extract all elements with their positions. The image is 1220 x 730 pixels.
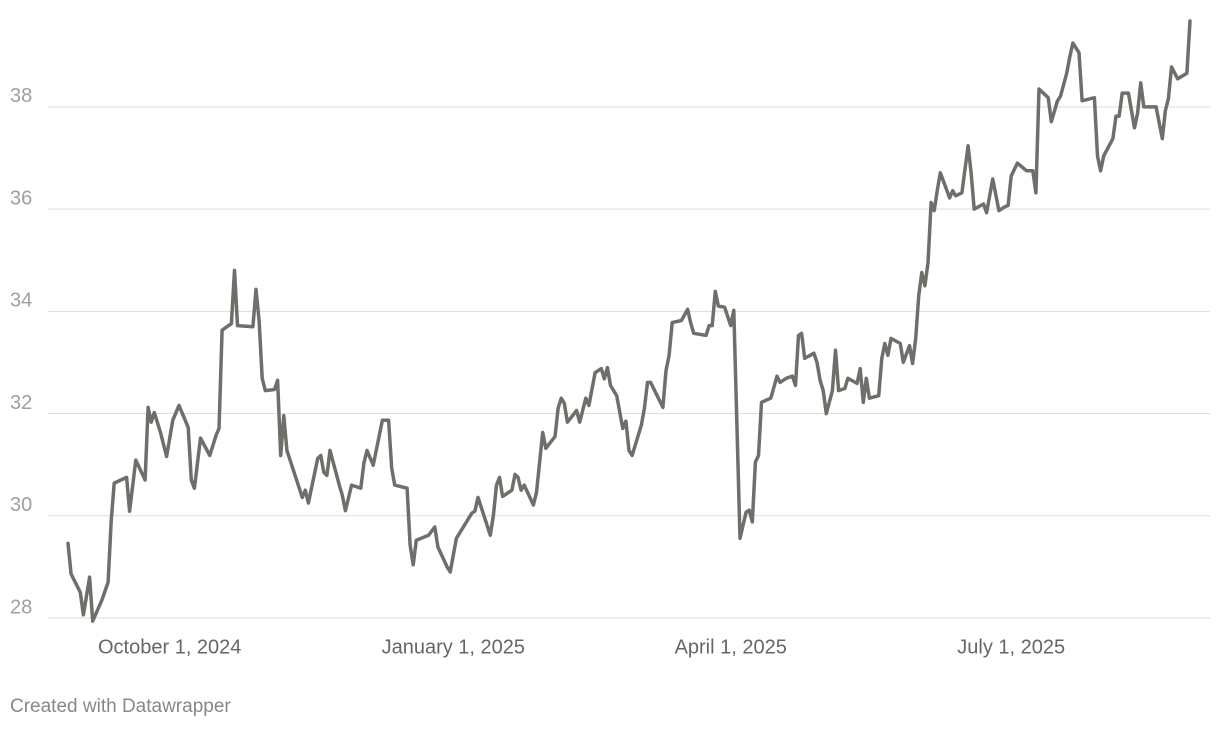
y-tick-label: 30 [10, 494, 32, 516]
y-tick-label: 36 [10, 187, 32, 209]
price-line [66, 19, 1192, 623]
x-tick-label: January 1, 2025 [382, 636, 525, 658]
y-tick-label: 28 [10, 596, 32, 618]
x-tick-label: October 1, 2024 [98, 636, 241, 658]
credit: Created with Datawrapper [10, 696, 231, 717]
x-tick-label: July 1, 2025 [957, 636, 1065, 658]
y-tick-label: 38 [10, 85, 32, 107]
y-tick-label: 32 [10, 392, 32, 414]
x-tick-label: April 1, 2025 [675, 636, 787, 658]
y-tick-label: 34 [10, 290, 32, 312]
